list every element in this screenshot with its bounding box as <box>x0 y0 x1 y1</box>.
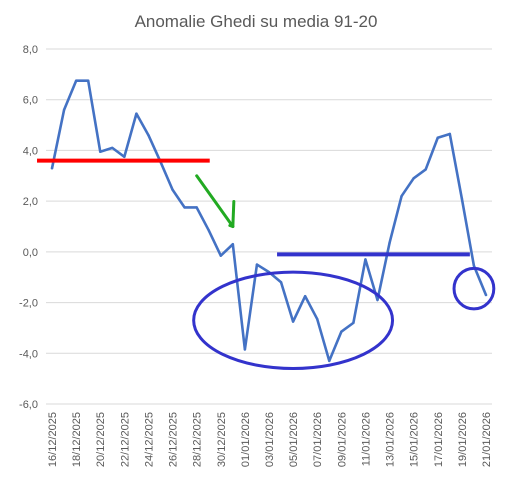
data-point <box>171 188 174 191</box>
x-tick-label: 13/01/2026 <box>385 412 397 467</box>
green-arrow-head <box>228 224 235 228</box>
data-point <box>147 134 150 137</box>
data-point <box>388 241 391 245</box>
x-tick-label: 22/12/2025 <box>119 412 131 467</box>
y-tick-label: 4,0 <box>23 145 38 157</box>
y-tick-label: 6,0 <box>23 95 38 107</box>
x-tick-label: 19/01/2026 <box>457 412 469 467</box>
green-arrow-shaft <box>195 174 235 228</box>
data-point <box>123 155 126 158</box>
data-point <box>400 194 403 198</box>
data-point <box>424 168 427 171</box>
highlight-ellipse <box>452 266 496 311</box>
data-point <box>207 229 210 232</box>
data-point <box>352 321 355 325</box>
data-point <box>412 177 415 180</box>
data-point <box>376 298 379 302</box>
data-point <box>74 79 78 82</box>
y-axis-ticks: -6,0 -4,0 -2,0 0,0 2,0 4,0 6,0 8,0 <box>19 44 38 411</box>
data-point <box>448 132 452 136</box>
x-tick-label: 15/01/2026 <box>409 412 421 467</box>
x-tick-label: 17/01/2026 <box>433 412 445 467</box>
data-point <box>219 254 222 257</box>
data-point <box>291 320 295 323</box>
x-tick-label: 30/12/2025 <box>216 412 228 467</box>
data-point <box>436 136 439 139</box>
x-tick-label: 09/01/2026 <box>336 412 348 467</box>
x-tick-label: 28/12/2025 <box>192 412 204 467</box>
data-point <box>50 166 54 170</box>
x-tick-label: 16/12/2025 <box>47 412 59 467</box>
chart-title: Anomalie Ghedi su media 91-20 <box>135 12 378 31</box>
annotations-layer <box>37 158 496 371</box>
data-point <box>99 150 102 153</box>
data-point <box>484 293 488 297</box>
data-point <box>183 206 186 209</box>
y-tick-label: 2,0 <box>23 196 38 208</box>
y-tick-label: 0,0 <box>23 247 38 259</box>
green-arrow-head <box>231 200 236 228</box>
x-tick-label: 05/01/2026 <box>288 412 300 467</box>
x-tick-label: 18/12/2025 <box>71 412 83 467</box>
data-point <box>111 146 114 150</box>
data-point <box>364 258 367 261</box>
data-point <box>86 79 90 82</box>
highlight-ellipse <box>192 270 395 371</box>
data-point <box>135 112 138 115</box>
x-tick-label: 20/12/2025 <box>95 412 107 467</box>
data-point <box>243 348 247 351</box>
series-line <box>50 79 488 363</box>
data-point <box>195 206 198 209</box>
data-point <box>328 359 331 363</box>
series-layer <box>50 79 488 363</box>
data-point <box>231 243 235 246</box>
data-point <box>62 108 66 112</box>
data-point <box>303 295 307 298</box>
data-point <box>279 281 283 284</box>
y-tick-label: -6,0 <box>19 399 38 411</box>
y-tick-label: -2,0 <box>19 298 38 310</box>
data-point <box>340 330 343 333</box>
x-axis-ticks: 16/12/2025 18/12/2025 20/12/2025 22/12/2025… <box>47 412 493 467</box>
x-tick-label: 21/01/2026 <box>481 412 493 467</box>
x-tick-label: 01/01/2026 <box>240 412 252 467</box>
x-tick-label: 26/12/2025 <box>168 412 180 467</box>
data-point <box>460 197 464 200</box>
y-tick-label: -4,0 <box>19 348 38 360</box>
y-tick-label: 8,0 <box>23 44 38 56</box>
data-point <box>255 263 259 266</box>
x-tick-label: 24/12/2025 <box>143 412 155 467</box>
x-tick-label: 03/01/2026 <box>264 412 276 467</box>
gridlines <box>46 48 492 405</box>
x-tick-label: 11/01/2026 <box>360 412 372 466</box>
data-point <box>472 264 476 268</box>
x-tick-label: 07/01/2026 <box>312 412 324 467</box>
data-point <box>316 317 319 321</box>
